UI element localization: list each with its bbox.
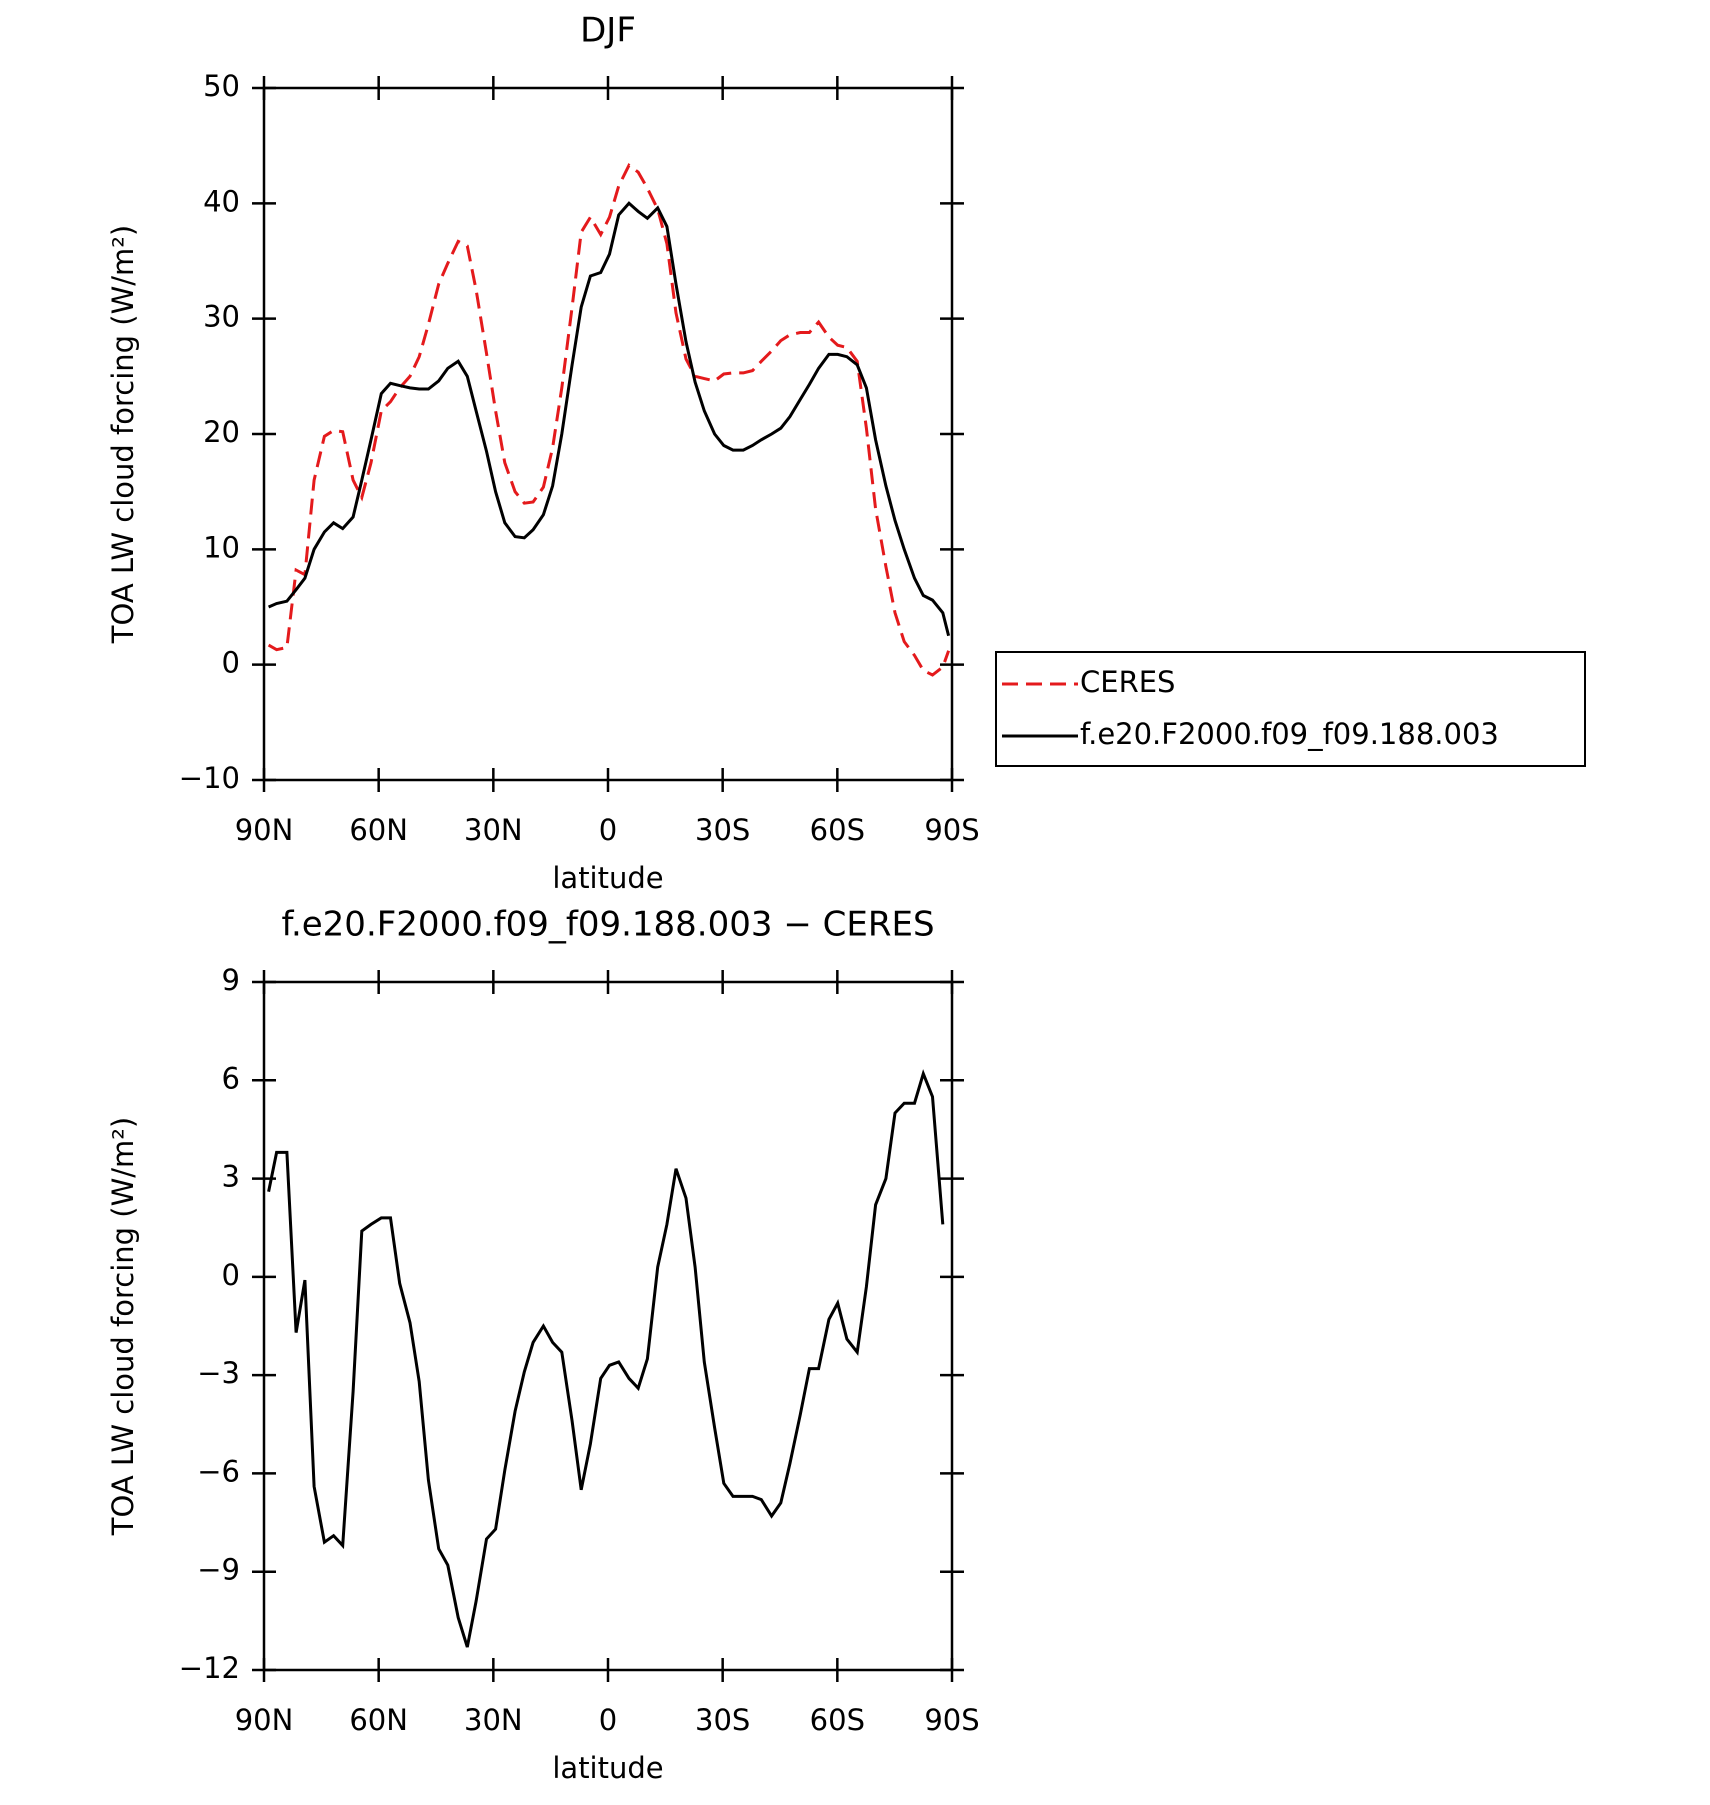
x-tick-label: 60N [349, 1703, 408, 1737]
x-tick-label: 60S [810, 813, 865, 847]
y-tick-label: −12 [179, 1651, 240, 1685]
plot-frame [262, 86, 954, 782]
legend-label: f.e20.F2000.f09_f09.188.003 [1080, 717, 1499, 751]
data-line [267, 163, 951, 677]
y-tick-label: 9 [222, 963, 240, 997]
legend-box [995, 651, 1586, 767]
y-tick-label: −9 [197, 1553, 240, 1587]
plot-frame [262, 980, 954, 1672]
x-tick-label: 0 [599, 1703, 617, 1737]
x-tick-label: 60N [349, 813, 408, 847]
y-axis-label: TOA LW cloud forcing (W/m²) [106, 1117, 140, 1536]
y-tick-label: 6 [222, 1061, 240, 1095]
x-tick-label: 90N [235, 1703, 294, 1737]
x-tick-label: 30N [464, 813, 523, 847]
y-tick-label: 30 [203, 300, 240, 334]
y-tick-label: −10 [179, 761, 240, 795]
data-line [267, 201, 951, 637]
x-axis-label: latitude [552, 1751, 663, 1785]
x-tick-label: 90S [924, 813, 979, 847]
y-tick-label: 50 [203, 69, 240, 103]
y-tick-label: 0 [222, 1258, 240, 1292]
y-tick-label: −6 [197, 1454, 240, 1488]
legend-label: CERES [1080, 665, 1175, 699]
data-line [267, 1069, 945, 1648]
x-tick-label: 90N [235, 813, 294, 847]
chart-title: DJF [580, 11, 636, 51]
y-axis-label: TOA LW cloud forcing (W/m²) [106, 225, 140, 644]
x-axis-label: latitude [552, 861, 663, 895]
x-tick-label: 60S [810, 1703, 865, 1737]
y-tick-label: 10 [203, 530, 240, 564]
chart-title: f.e20.F2000.f09_f09.188.003 − CERES [281, 905, 934, 945]
y-tick-label: 3 [222, 1160, 240, 1194]
y-tick-label: 40 [203, 184, 240, 218]
y-tick-label: −3 [197, 1356, 240, 1390]
x-tick-label: 90S [924, 1703, 979, 1737]
y-tick-label: 20 [203, 415, 240, 449]
x-tick-label: 30N [464, 1703, 523, 1737]
x-tick-label: 0 [599, 813, 617, 847]
x-tick-label: 30S [695, 813, 750, 847]
y-tick-label: 0 [222, 646, 240, 680]
x-tick-label: 30S [695, 1703, 750, 1737]
